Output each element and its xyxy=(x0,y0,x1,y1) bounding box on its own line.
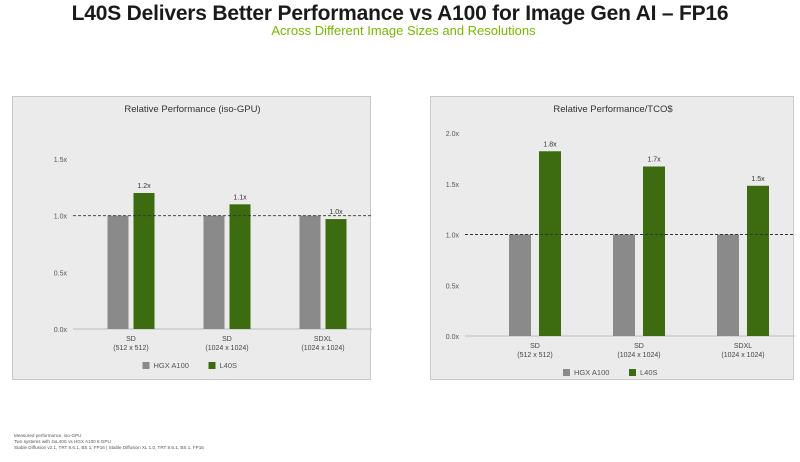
x-tick-label: (1024 x 1024) xyxy=(301,345,344,352)
x-tick-label: SD xyxy=(530,343,540,350)
legend-swatch-hgx-a100 xyxy=(142,362,150,369)
y-tick-label: 2.0x xyxy=(446,131,460,138)
bar-l40s xyxy=(133,193,155,329)
data-label: 1.5x xyxy=(751,176,765,183)
data-label: 1.7x xyxy=(647,156,661,163)
bar-hgx-a100 xyxy=(203,215,225,329)
page-subtitle: Across Different Image Sizes and Resolut… xyxy=(271,23,536,38)
x-tick-label: (1024 x 1024) xyxy=(617,352,660,359)
bar-l40s xyxy=(325,219,347,329)
bar-l40s xyxy=(539,151,561,336)
y-tick-label: 0.0x xyxy=(446,334,460,341)
chart-tco: Relative Performance/TCO$ 0.0x 0.5x 1.0x 1.5… xyxy=(446,104,795,377)
footnotes: Measured performance, iso-GPU Two system… xyxy=(14,433,204,451)
legend-swatch-hgx-a100 xyxy=(563,369,570,376)
chart-title: Relative Performance/TCO$ xyxy=(553,104,673,115)
chart-panel-iso-gpu: Relative Performance (iso-GPU) 0.0x 0.5x 1.… xyxy=(12,96,372,380)
x-tick-label: (1024 x 1024) xyxy=(721,352,764,359)
data-label: 1.1x xyxy=(233,194,247,201)
data-label: 1.0x xyxy=(329,209,343,216)
legend-label: HGX A100 xyxy=(154,361,189,370)
footnote-line: Two systems with 4xL40S vs HGX A100 8 GP… xyxy=(14,439,111,444)
data-label: 1.2x xyxy=(137,183,151,190)
y-tick-label: 1.5x xyxy=(446,182,460,189)
chart-iso-gpu: Relative Performance (iso-GPU) 0.0x 0.5x 1.… xyxy=(54,104,372,370)
x-tick-label: SDXL xyxy=(314,336,332,343)
chart-panel-tco: Relative Performance/TCO$ 0.0x 0.5x 1.0x 1.5… xyxy=(430,96,795,380)
x-tick-label: (512 x 512) xyxy=(113,345,148,352)
bar-hgx-a100 xyxy=(613,234,635,336)
legend-label: L40S xyxy=(640,368,658,377)
x-tick-label: (1024 x 1024) xyxy=(205,345,248,352)
y-tick-label: 1.0x xyxy=(54,214,68,221)
bar-hgx-a100 xyxy=(299,215,321,329)
y-tick-label: 1.5x xyxy=(54,157,68,164)
x-tick-label: SD xyxy=(222,336,232,343)
bar-l40s xyxy=(643,166,665,336)
legend-label: L40S xyxy=(220,361,238,370)
bar-hgx-a100 xyxy=(717,234,739,336)
data-label: 1.8x xyxy=(543,141,557,148)
bar-l40s xyxy=(747,185,769,336)
legend-swatch-l40s xyxy=(629,369,636,376)
x-tick-label: (512 x 512) xyxy=(517,352,552,359)
y-tick-label: 0.5x xyxy=(446,283,460,290)
bar-l40s xyxy=(229,204,251,329)
footnote-line: Measured performance, iso-GPU xyxy=(14,433,82,438)
footnote-line: Stable Diffusion v2.1, TRT 8.6.1, BS 1, … xyxy=(14,445,204,450)
bar-hgx-a100 xyxy=(107,215,129,329)
bar-hgx-a100 xyxy=(509,234,531,336)
chart-title: Relative Performance (iso-GPU) xyxy=(124,104,260,115)
y-tick-label: 1.0x xyxy=(446,233,460,240)
y-tick-label: 0.0x xyxy=(54,327,68,334)
x-tick-label: SDXL xyxy=(734,343,752,350)
x-tick-label: SD xyxy=(126,336,136,343)
page-title: L40S Delivers Better Performance vs A100… xyxy=(71,2,729,25)
y-tick-label: 0.5x xyxy=(54,270,68,277)
legend-label: HGX A100 xyxy=(574,368,609,377)
x-tick-label: SD xyxy=(634,343,644,350)
legend-swatch-l40s xyxy=(208,362,216,369)
